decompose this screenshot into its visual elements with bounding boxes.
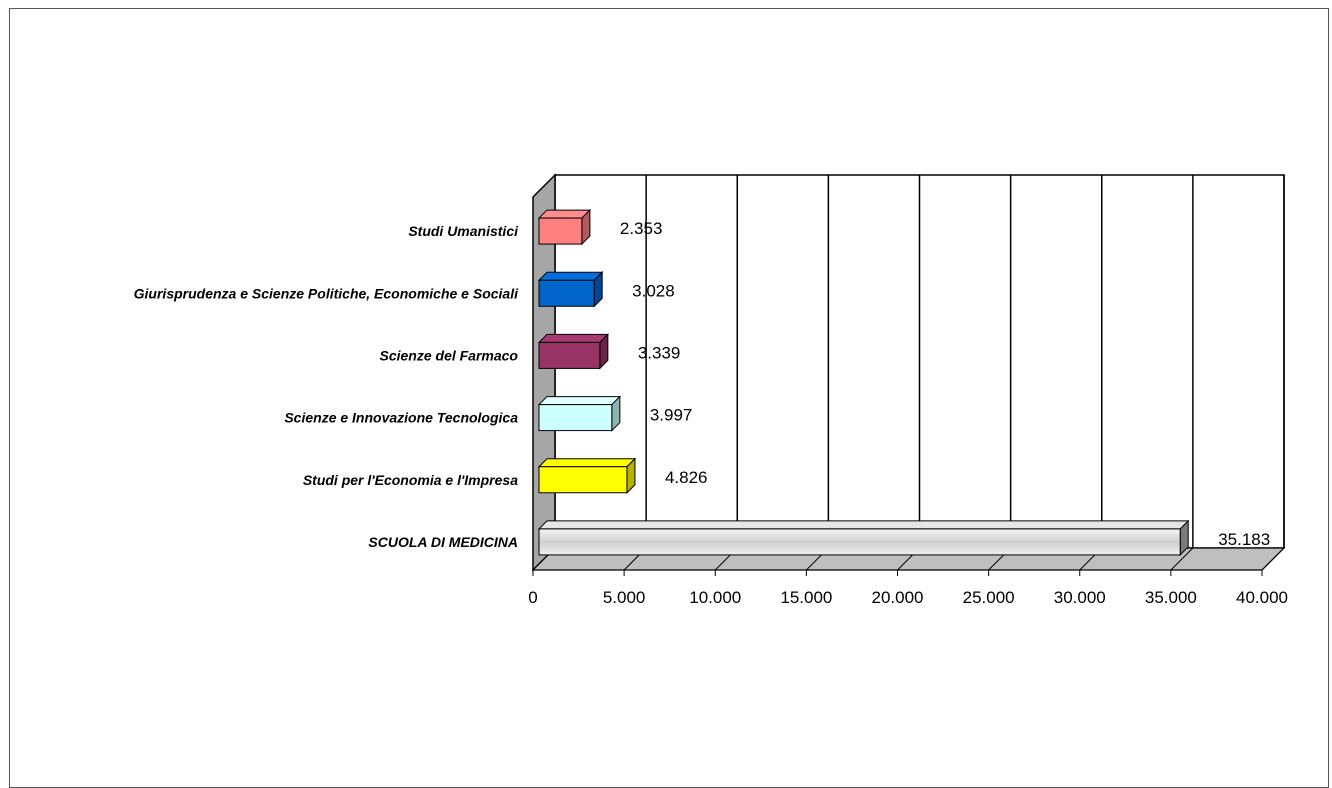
bar-top xyxy=(537,209,592,219)
category-label: SCUOLA DI MEDICINA xyxy=(368,534,518,550)
bar xyxy=(537,333,610,370)
bar xyxy=(537,208,592,246)
bar-top xyxy=(537,333,610,343)
category-label: Scienze e Innovazione Tecnologica xyxy=(284,410,518,426)
bar-chart: Studi Umanistici 2.353 Giurisprudenza e Sc… xyxy=(134,173,1288,607)
x-tick-label: 15.000 xyxy=(780,588,832,607)
bar-front xyxy=(538,528,1181,556)
value-label: 3.028 xyxy=(632,281,675,300)
bar-top xyxy=(537,458,637,468)
bar-top xyxy=(537,520,1190,530)
x-tick-label: 10.000 xyxy=(689,588,741,607)
bar xyxy=(537,271,604,308)
category-label: Studi per l'Economia e l'Impresa xyxy=(303,472,518,488)
bar xyxy=(537,457,637,494)
x-tick-label: 40.000 xyxy=(1236,588,1288,607)
bar-front xyxy=(538,404,613,432)
category-label: Studi Umanistici xyxy=(408,223,519,239)
bar-front xyxy=(538,279,595,307)
bar-top xyxy=(537,271,604,281)
bar-front xyxy=(538,341,601,369)
floor-gridline xyxy=(1261,547,1285,571)
value-label: 4.826 xyxy=(665,468,708,487)
bar-top xyxy=(537,396,622,406)
x-tick-label: 5.000 xyxy=(603,588,646,607)
value-label: 2.353 xyxy=(620,219,663,238)
bar xyxy=(537,519,1190,557)
bar-front xyxy=(538,217,583,245)
x-tick-label: 0 xyxy=(528,588,537,607)
x-tick-label: 35.000 xyxy=(1145,588,1197,607)
x-tick-label: 25.000 xyxy=(963,588,1015,607)
category-label: Giurisprudenza e Scienze Politiche, Econ… xyxy=(134,285,519,301)
bar xyxy=(537,395,622,432)
value-label: 35.183 xyxy=(1218,530,1270,549)
bar-front xyxy=(538,466,628,494)
value-label: 3.339 xyxy=(638,343,681,362)
x-tick-label: 30.000 xyxy=(1054,588,1106,607)
x-tick-label: 20.000 xyxy=(872,588,924,607)
value-label: 3.997 xyxy=(650,406,693,425)
floor-gridline xyxy=(1170,547,1194,571)
category-label: Scienze del Farmaco xyxy=(379,347,518,363)
